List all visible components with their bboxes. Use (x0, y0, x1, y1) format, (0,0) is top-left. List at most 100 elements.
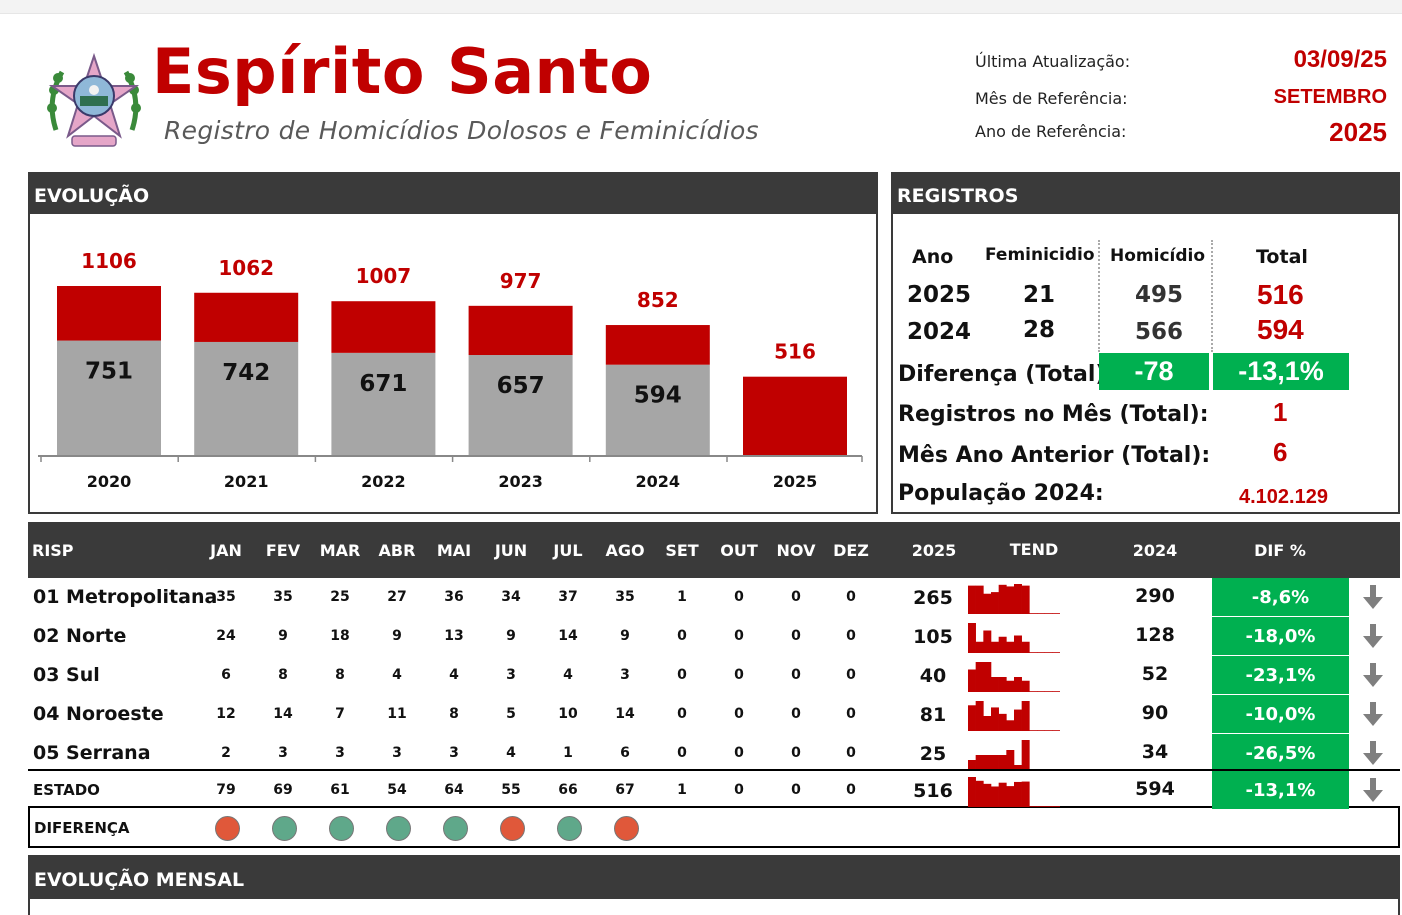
bar-segment-gray (57, 340, 161, 456)
bar-segment-red (194, 292, 299, 342)
sparkline-bar (975, 662, 984, 692)
sparkline-bar (991, 641, 999, 653)
table-row: 05 Serrana 2 3 3 3 3 4 1 6 0 0 0 0 25 34 -26,5% (28, 734, 1400, 773)
month-cell: 3 (449, 745, 459, 761)
table-row: 04 Noroeste 12 14 7 11 8 5 10 14 0 0 0 0 81 90 -10,0% (28, 695, 1400, 734)
month-cell: 0 (791, 667, 801, 683)
month-cell: 11 (387, 706, 407, 722)
bar-total-label: 1062 (218, 256, 274, 280)
month-cell: 36 (444, 589, 464, 605)
month-cell: 0 (846, 706, 856, 722)
sparkline-bar (998, 636, 1007, 653)
total-2025-cell: 81 (919, 704, 947, 726)
month-cell: 0 (734, 706, 744, 722)
header-month-nov: NOV (776, 541, 816, 560)
sparkline-bar (1029, 652, 1038, 653)
bar-segment-gray (194, 341, 299, 456)
reference-year-row: Ano de Referência: 2025 (975, 117, 1395, 147)
sparkline-bar (1014, 709, 1022, 731)
header-month-mai: MAI (436, 541, 472, 560)
month-cell: 12 (216, 706, 236, 722)
dif-percent-badge: -8,6% (1212, 578, 1349, 616)
sparkline-bar (1037, 652, 1045, 653)
header-risp: RISP (32, 541, 74, 560)
trend-sparkline (968, 701, 1060, 731)
month-cell: 8 (335, 667, 345, 683)
registros-ano-2024: 2024 (907, 319, 972, 345)
top-strip (0, 0, 1402, 14)
month-cell: 54 (387, 782, 407, 798)
month-cell: 37 (558, 589, 578, 605)
down-arrow-icon (1363, 663, 1383, 687)
month-cell: 55 (501, 782, 521, 798)
diferenca-abs-badge: -78 (1099, 353, 1209, 390)
last-update-row: Última Atualização: 03/09/25 (975, 46, 1395, 76)
sparkline-bar (975, 701, 984, 731)
registros-hom-2024: 566 (1135, 319, 1184, 345)
bar-total-label: 1106 (81, 249, 137, 273)
sparkline-bar (1021, 680, 1030, 692)
sparkline-bar (968, 585, 976, 614)
table-row: 01 Metropolitana 35 35 25 27 36 34 37 35 1 0 0 0 265 2… (28, 578, 1400, 617)
month-cell: 0 (791, 782, 801, 798)
sparkline-bar (1037, 691, 1045, 692)
row-name: 01 Metropolitana (33, 586, 218, 608)
month-cell: 3 (620, 667, 630, 683)
reference-month-value: SETEMBRO (1273, 86, 1387, 108)
reference-year-label: Ano de Referência: (975, 122, 1127, 141)
month-cell: 25 (330, 589, 350, 605)
diferenca-row: DIFERENÇA (28, 808, 1400, 848)
sparkline-bar (983, 630, 992, 653)
sparkline-bar (1006, 720, 1015, 731)
down-arrow-icon (1363, 778, 1383, 802)
sparkline-bar (1006, 786, 1015, 807)
month-cell: 0 (846, 628, 856, 644)
total-2024-cell: 594 (1135, 778, 1175, 800)
bar-segment-red (468, 305, 573, 356)
sparkline-bar (1021, 701, 1030, 731)
bar-total-label: 977 (500, 269, 542, 293)
sparkline-bar (1029, 806, 1038, 807)
estado-row: ESTADO 79 69 61 54 64 55 66 67 1 0 0 0 516 594 -13,1% (28, 769, 1400, 809)
evolucao-mensal-panel: EVOLUÇÃO MENSAL (28, 855, 1400, 915)
header-month-jan: JAN (210, 541, 242, 560)
increase-dot (215, 816, 240, 841)
x-tick-label: 2025 (773, 472, 818, 491)
down-arrow-shape (1363, 624, 1383, 648)
risp-table: RISP JAN FEV MAR ABR MAI JUN JUL AGO SET OUT NOV DE… (28, 522, 1400, 848)
registros-panel: REGISTROS Ano Feminicidio Homicídio Tota… (891, 172, 1400, 514)
month-cell: 35 (216, 589, 236, 605)
total-2025-cell: 25 (919, 743, 947, 765)
bar-segment-red (743, 376, 847, 456)
month-cell: 0 (677, 667, 687, 683)
x-tick-label: 2023 (498, 472, 543, 491)
diferenca-label: Diferença (Total): (898, 362, 1115, 387)
total-2024-cell: 34 (1141, 741, 1169, 763)
page-title: Espírito Santo (152, 35, 653, 108)
evolucao-mensal-title: EVOLUÇÃO MENSAL (30, 857, 1398, 899)
month-cell: 0 (677, 706, 687, 722)
month-cell: 0 (846, 745, 856, 761)
sparkline-bar (1029, 691, 1038, 692)
month-cell: 0 (734, 667, 744, 683)
month-cell: 3 (278, 745, 288, 761)
sparkline-bar (1037, 613, 1045, 614)
mes-ano-anterior-label: Mês Ano Anterior (Total): (898, 443, 1211, 468)
registros-divider (1098, 240, 1100, 352)
row-name: 04 Noroeste (33, 703, 164, 725)
total-2024-cell: 52 (1141, 663, 1169, 685)
sparkline-bar (1021, 585, 1030, 614)
sparkline-bar (1052, 613, 1060, 614)
dif-percent-badge: -18,0% (1212, 617, 1349, 655)
sparkline-bar (1044, 806, 1053, 807)
sparkline-bar (1044, 652, 1053, 653)
month-cell: 1 (677, 589, 687, 605)
bar-total-label: 516 (774, 340, 816, 364)
sparkline-bar (968, 777, 976, 807)
header-month-abr: ABR (378, 541, 416, 560)
month-cell: 0 (734, 589, 744, 605)
sparkline-bar (1037, 806, 1045, 807)
registros-fem-2025: 21 (1023, 282, 1056, 308)
header-month-fev: FEV (265, 541, 301, 560)
down-arrow-shape (1363, 663, 1383, 687)
